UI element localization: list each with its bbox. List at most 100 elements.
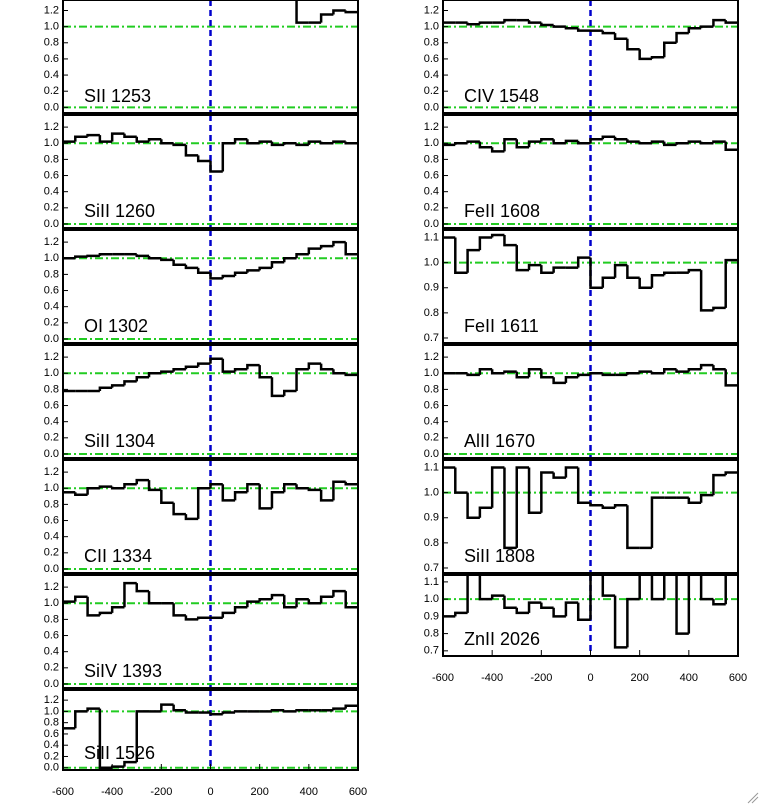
step-segment bbox=[626, 372, 640, 375]
y-tick-label: 1.2 bbox=[424, 4, 439, 16]
step-segment bbox=[724, 471, 738, 476]
y-tick-label: 1.2 bbox=[44, 4, 59, 16]
step-segment bbox=[258, 365, 272, 379]
step-segment bbox=[699, 270, 714, 312]
step-segment bbox=[650, 56, 665, 59]
y-tick-label: 0.8 bbox=[44, 498, 59, 510]
step-segment bbox=[724, 369, 738, 387]
step-segment bbox=[515, 466, 530, 548]
step-segment bbox=[319, 13, 334, 23]
step-segment bbox=[527, 140, 542, 148]
step-segment bbox=[86, 487, 100, 495]
panel-frame bbox=[62, 459, 359, 574]
step-segment bbox=[283, 710, 297, 713]
step-segment bbox=[344, 242, 358, 256]
step-segment bbox=[74, 492, 88, 496]
x-tick-label: 200 bbox=[250, 786, 268, 798]
y-tick-label: 0.4 bbox=[44, 646, 59, 658]
step-segment bbox=[663, 141, 677, 147]
y-tick-label: 0.6 bbox=[44, 629, 59, 641]
y-tick-label: 0.8 bbox=[424, 537, 439, 549]
y-tick-label: 0.9 bbox=[424, 512, 439, 524]
step-segment bbox=[283, 482, 297, 493]
step-segment bbox=[160, 370, 174, 374]
step-segment bbox=[552, 139, 566, 145]
y-tick-label: 0.2 bbox=[44, 662, 59, 674]
step-segment bbox=[307, 599, 322, 605]
y-tick-label: 1.0 bbox=[44, 482, 59, 494]
y-tick-label: 0.0 bbox=[44, 678, 59, 690]
step-segment bbox=[515, 245, 530, 272]
step-segment bbox=[295, 484, 309, 490]
step-segment bbox=[86, 707, 100, 712]
step-segment bbox=[515, 371, 530, 379]
step-segment bbox=[295, 367, 309, 392]
step-segment bbox=[209, 482, 223, 489]
y-tick-label: 0.4 bbox=[44, 301, 59, 313]
step-segment bbox=[160, 703, 174, 712]
step-segment bbox=[613, 136, 628, 141]
step-segment bbox=[675, 142, 689, 145]
step-segment bbox=[283, 389, 297, 396]
step-segment bbox=[503, 595, 517, 609]
step-segment bbox=[221, 711, 236, 715]
step-segment bbox=[638, 141, 652, 145]
y-tick-label: 1.0 bbox=[44, 705, 59, 717]
step-segment bbox=[589, 575, 592, 620]
step-segment bbox=[184, 144, 199, 157]
step-segment bbox=[466, 492, 480, 520]
step-segment bbox=[478, 367, 493, 375]
x-tick-label: -600 bbox=[52, 786, 74, 798]
y-tick-label: 1.2 bbox=[424, 351, 439, 363]
step-segment bbox=[246, 269, 260, 273]
panel bbox=[443, 345, 738, 458]
y-tick-label: 1.0 bbox=[424, 593, 439, 605]
y-tick-label: 0.2 bbox=[424, 202, 439, 214]
step-segment bbox=[295, 143, 309, 147]
step-segment bbox=[466, 575, 469, 613]
step-segment bbox=[307, 362, 322, 370]
step-segment bbox=[332, 707, 346, 711]
step-segment bbox=[307, 488, 322, 492]
y-tick-label: 0.4 bbox=[44, 531, 59, 543]
step-segment bbox=[564, 26, 579, 30]
panel-title: OI 1302 bbox=[84, 316, 148, 336]
step-segment bbox=[454, 611, 468, 617]
y-tick-label: 0.8 bbox=[44, 268, 59, 280]
step-segment bbox=[209, 357, 223, 364]
panel bbox=[63, 575, 358, 688]
step-segment bbox=[712, 18, 726, 27]
step-segment bbox=[454, 142, 468, 145]
step-segment bbox=[283, 595, 297, 609]
step-segment bbox=[307, 247, 322, 255]
step-segment bbox=[540, 602, 554, 609]
step-segment bbox=[196, 155, 211, 163]
step-segment bbox=[184, 365, 199, 370]
step-segment bbox=[184, 615, 199, 621]
y-tick-label: 0.8 bbox=[44, 613, 59, 625]
step-segment bbox=[123, 133, 137, 139]
panel-frame bbox=[442, 459, 739, 574]
panel-title: SiII 1808 bbox=[464, 546, 535, 566]
step-segment bbox=[344, 704, 358, 709]
step-segment bbox=[564, 466, 579, 478]
step-segment bbox=[724, 141, 738, 151]
panel-title: ZnII 2026 bbox=[464, 629, 540, 649]
step-segment bbox=[699, 575, 714, 601]
step-segment bbox=[319, 244, 334, 249]
step-segment bbox=[160, 258, 174, 262]
step-segment bbox=[86, 596, 100, 617]
y-tick-label: 0.4 bbox=[424, 186, 439, 198]
step-segment bbox=[527, 467, 542, 514]
y-tick-label: 0.6 bbox=[424, 399, 439, 411]
step-segment bbox=[307, 140, 322, 145]
step-segment bbox=[515, 607, 530, 615]
step-segment bbox=[663, 575, 666, 600]
panel-title: CIV 1548 bbox=[464, 86, 539, 106]
step-segment bbox=[466, 140, 480, 144]
step-segment bbox=[601, 30, 616, 35]
y-tick-label: 0.0 bbox=[44, 448, 59, 460]
y-tick-label: 0.0 bbox=[424, 448, 439, 460]
panel bbox=[63, 690, 358, 770]
y-tick-label: 0.6 bbox=[424, 53, 439, 65]
